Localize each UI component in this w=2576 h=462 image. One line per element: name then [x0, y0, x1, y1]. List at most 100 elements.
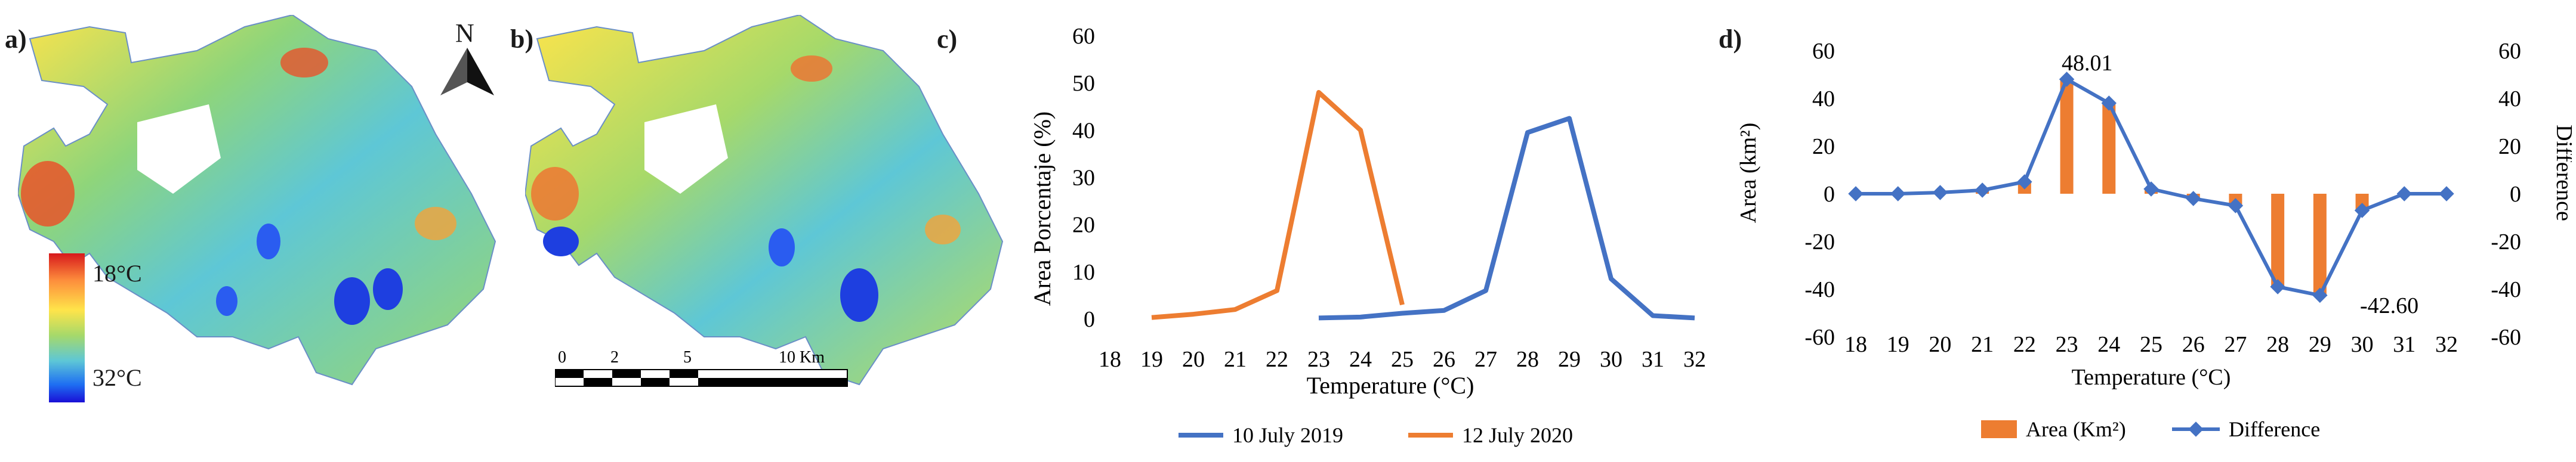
- c-x-axis-label: Temperature (°C): [1307, 372, 1474, 399]
- d-x-tick-label: 18: [1844, 332, 1867, 357]
- d-right-tick-label: -60: [2491, 325, 2521, 350]
- c-legend-label-2019: 10 July 2019: [1232, 423, 1343, 447]
- d-right-tick-label: -40: [2491, 277, 2521, 302]
- d-annotation-max: 48.01: [2062, 51, 2113, 76]
- c-series-line-0: [1318, 116, 1695, 321]
- d-x-tick-label: 19: [1887, 332, 1909, 357]
- d-x-tick-label: 23: [2056, 332, 2078, 357]
- d-left-tick-label: 20: [1812, 134, 1835, 159]
- c-series-line-1: [1151, 90, 1405, 320]
- d-left-tick-label: 0: [1824, 182, 1835, 207]
- d-difference-marker: [1975, 182, 1990, 198]
- c-x-tick-label: 21: [1224, 347, 1247, 372]
- c-y-tick-label: 40: [1072, 118, 1095, 143]
- d-x-tick-label: 22: [2013, 332, 2036, 357]
- d-legend: Area (Km²) Difference: [1981, 417, 2320, 441]
- d-x-tick-label: 26: [2182, 332, 2205, 357]
- c-x-tick-label: 26: [1433, 347, 1455, 372]
- d-right-tick-label: 60: [2498, 39, 2521, 64]
- d-annotation-min: -42.60: [2360, 293, 2418, 318]
- d-right-tick-label: 0: [2510, 182, 2521, 207]
- c-y-tick-label: 10: [1072, 260, 1095, 285]
- d-x-tick-label: 20: [1929, 332, 1951, 357]
- d-left-tick-label: 40: [1812, 86, 1835, 111]
- panel-label-c: c): [937, 24, 958, 54]
- c-x-tick-label: 24: [1349, 347, 1372, 372]
- c-x-tick-label: 22: [1266, 347, 1288, 372]
- d-difference-marker: [2439, 186, 2454, 201]
- north-arrow-icon: [440, 48, 494, 95]
- c-y-tick-label: 20: [1072, 213, 1095, 238]
- d-left-tick-label: 60: [1812, 39, 1835, 64]
- d-difference-marker: [2354, 203, 2370, 218]
- c-x-tick-label: 19: [1140, 347, 1163, 372]
- c-legend-label-2020: 12 July 2020: [1462, 423, 1573, 447]
- d-area-bar: [2102, 103, 2116, 194]
- d-difference-marker: [1890, 186, 1906, 201]
- c-legend: 10 July 2019 12 July 2020: [1179, 423, 1573, 447]
- d-area-bar: [2060, 79, 2074, 194]
- d-x-axis-label: Temperature (°C): [2072, 365, 2231, 390]
- d-right-tick-label: 20: [2498, 134, 2521, 159]
- scale-tick-10: 10 Km: [779, 348, 825, 367]
- temperature-map-2020: [525, 15, 1004, 386]
- scale-tick-2: 2: [610, 348, 619, 367]
- north-label: N: [455, 18, 474, 48]
- d-x-tick-label: 25: [2140, 332, 2162, 357]
- d-difference-marker: [1848, 186, 1864, 201]
- d-left-tick-label: -20: [1804, 230, 1835, 255]
- panel-label-a: a): [5, 24, 27, 54]
- c-y-tick-label: 60: [1072, 24, 1095, 49]
- c-x-tick-label: 20: [1182, 347, 1205, 372]
- c-x-tick-label: 30: [1600, 347, 1622, 372]
- d-difference-marker: [2396, 186, 2413, 201]
- d-x-tick-label: 31: [2393, 332, 2415, 357]
- legend-min-label: 32°C: [92, 364, 142, 391]
- temperature-map-2019: [18, 15, 496, 386]
- c-y-axis-label: Area Porcentaje (%): [1029, 111, 1056, 306]
- scale-bar: 0 2 5 10 Km: [555, 348, 848, 387]
- scale-tick-0: 0: [558, 348, 566, 367]
- c-x-tick-label: 18: [1099, 347, 1121, 372]
- d-area-bar: [2271, 194, 2285, 287]
- d-left-tick-label: -60: [1804, 325, 1835, 350]
- d-difference-marker: [2143, 181, 2159, 197]
- d-difference-marker: [1932, 185, 1948, 200]
- d-right-tick-label: -20: [2491, 230, 2521, 255]
- d-left-axis-label: Area (km²): [1736, 123, 1761, 224]
- area-difference-bar-line-chart: -60 -60 -40 -40 -20 -20 0 0 20 20 40 40 60 60 18 19 20 2…: [1736, 39, 2572, 441]
- c-x-tick-label: 29: [1558, 347, 1581, 372]
- panel-label-d: d): [1719, 24, 1742, 54]
- d-x-tick-label: 24: [2097, 332, 2120, 357]
- d-area-bar: [2313, 194, 2327, 296]
- c-x-tick-label: 23: [1307, 347, 1330, 372]
- c-x-tick-label: 28: [1516, 347, 1539, 372]
- d-x-tick-label: 21: [1971, 332, 1994, 357]
- c-x-tick-label: 31: [1642, 347, 1664, 372]
- d-x-tick-label: 32: [2435, 332, 2458, 357]
- c-y-tick-label: 50: [1072, 71, 1095, 96]
- d-x-tick-label: 30: [2351, 332, 2374, 357]
- d-x-tick-label: 29: [2309, 332, 2331, 357]
- scale-tick-5: 5: [683, 348, 692, 367]
- c-x-tick-label: 25: [1391, 347, 1414, 372]
- c-x-tick-label: 27: [1474, 347, 1497, 372]
- panel-label-b: b): [510, 24, 534, 54]
- d-left-tick-label: -40: [1804, 277, 1835, 302]
- c-y-tick-label: 0: [1084, 307, 1095, 332]
- d-difference-marker: [2059, 72, 2075, 87]
- d-x-tick-label: 27: [2224, 332, 2247, 357]
- d-legend-swatch-area: [1981, 420, 2017, 438]
- d-legend-label-area: Area (Km²): [2026, 417, 2126, 441]
- area-percentage-line-chart: 0 10 20 30 40 50 60 18 19 20 21 22 23 24 25 26 27 28 29 30…: [1029, 24, 1706, 447]
- d-legend-label-difference: Difference: [2229, 417, 2320, 441]
- temperature-color-scale: [49, 253, 85, 402]
- c-y-tick-label: 30: [1072, 166, 1095, 191]
- d-difference-marker: [2185, 191, 2201, 206]
- d-difference-marker: [2228, 198, 2244, 213]
- d-right-axis-label: Difference: [2552, 125, 2572, 221]
- c-x-tick-label: 32: [1683, 347, 1706, 372]
- legend-max-label: 18°C: [92, 260, 142, 287]
- d-x-tick-label: 28: [2266, 332, 2289, 357]
- d-right-tick-label: 40: [2498, 86, 2521, 111]
